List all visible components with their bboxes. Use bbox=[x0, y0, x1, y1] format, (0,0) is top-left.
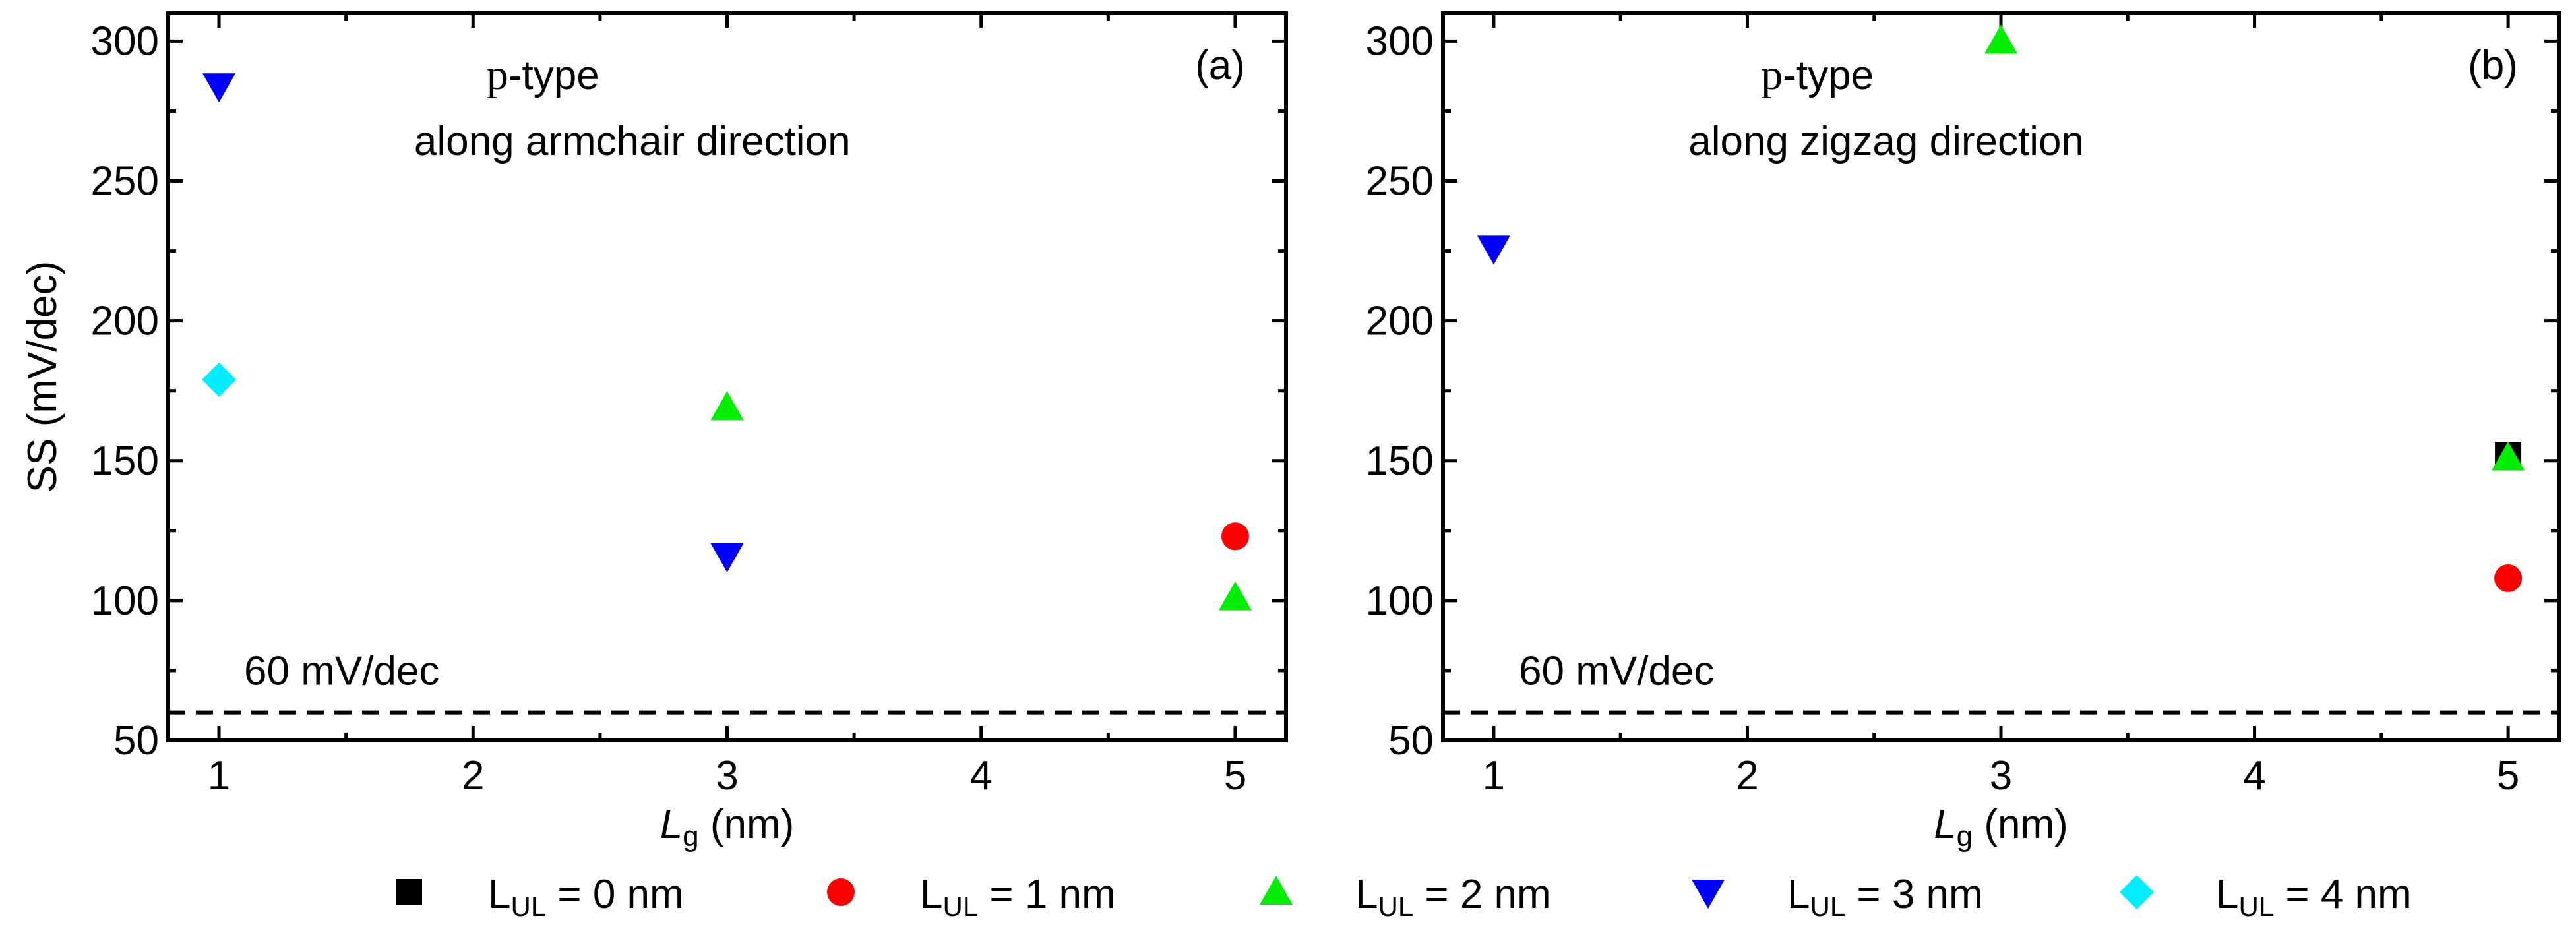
series-2 bbox=[710, 391, 1252, 611]
panel-label: (a) bbox=[1195, 43, 1245, 88]
data-point bbox=[1984, 24, 2017, 54]
y-axis: 50 100 150 200 250 300 bbox=[91, 18, 1286, 764]
legend-label-subscript: UL bbox=[2238, 891, 2274, 922]
legend-item: LUL = 1 nm bbox=[827, 872, 1116, 922]
data-point bbox=[710, 543, 744, 573]
y-tick-label: 300 bbox=[1366, 18, 1434, 64]
legend-label-main: L bbox=[1355, 872, 1378, 917]
legend-marker bbox=[1692, 880, 1725, 909]
annotation-direction: along armchair direction bbox=[414, 119, 851, 164]
annotation-type-rest: -type bbox=[508, 53, 599, 98]
legend-label-text: = 1 nm bbox=[978, 872, 1116, 917]
legend-label: LUL = 0 nm bbox=[488, 872, 684, 922]
data-point bbox=[2494, 564, 2523, 592]
data-point bbox=[1218, 581, 1252, 611]
legend-label-main: L bbox=[488, 872, 510, 917]
legend-label-main: L bbox=[920, 872, 942, 917]
y-axis: 50 100 150 200 250 300 bbox=[1366, 18, 2559, 764]
legend-item: LUL = 2 nm bbox=[1260, 872, 1551, 922]
y-tick-label: 150 bbox=[91, 438, 159, 484]
legend-label: LUL = 4 nm bbox=[2216, 872, 2412, 922]
y-tick-label: 250 bbox=[1366, 159, 1434, 204]
legend-label: LUL = 3 nm bbox=[1787, 872, 1983, 922]
panel-a: 1 2 3 4 5 50 100 150 200 250 300 Lg (nm) SS (mV/dec)… bbox=[20, 11, 1288, 853]
x-tick-label: 3 bbox=[1990, 753, 2012, 798]
x-axis-label-unit: (nm) bbox=[1973, 802, 2068, 847]
y-tick-label: 150 bbox=[1366, 438, 1434, 484]
legend-label-text: = 0 nm bbox=[546, 872, 684, 917]
legend-item: LUL = 0 nm bbox=[396, 872, 684, 922]
legend-label-subscript: UL bbox=[1810, 891, 1845, 922]
y-tick-label: 50 bbox=[1388, 718, 1434, 764]
x-axis: 1 2 3 4 5 bbox=[208, 13, 1246, 798]
x-axis-label-subscript: g bbox=[683, 820, 698, 853]
y-tick-label: 300 bbox=[91, 18, 159, 64]
legend-label-text: = 2 nm bbox=[1413, 872, 1551, 917]
legend-marker bbox=[1260, 876, 1293, 905]
legend: LUL = 0 nm LUL = 1 nm LUL = 2 nm LUL = 3 nm… bbox=[396, 872, 2412, 922]
reference-line-label: 60 mV/dec bbox=[1519, 649, 1714, 694]
x-tick-label: 4 bbox=[2243, 753, 2265, 798]
legend-label: LUL = 2 nm bbox=[1355, 872, 1551, 922]
annotation-type-letter: p bbox=[487, 51, 508, 99]
legend-item: LUL = 3 nm bbox=[1692, 872, 1983, 922]
x-tick-label: 4 bbox=[969, 753, 992, 798]
x-axis-label-main: L bbox=[660, 802, 683, 847]
data-point bbox=[1221, 522, 1249, 551]
series-4 bbox=[202, 362, 237, 397]
panel-label: (b) bbox=[2468, 43, 2518, 88]
x-tick-label: 5 bbox=[2497, 753, 2519, 798]
annotation-type: p-type bbox=[1761, 51, 1874, 99]
data-point bbox=[202, 362, 237, 397]
series-3 bbox=[1477, 235, 1510, 265]
x-tick-label: 3 bbox=[716, 753, 738, 798]
x-tick-label: 5 bbox=[1224, 753, 1246, 798]
legend-marker bbox=[396, 879, 422, 905]
y-tick-label: 200 bbox=[91, 299, 159, 344]
x-axis-label-subscript: g bbox=[1957, 820, 1973, 853]
legend-label-text: = 3 nm bbox=[1845, 872, 1983, 917]
legend-marker bbox=[2120, 875, 2154, 909]
x-tick-label: 2 bbox=[462, 753, 484, 798]
x-axis-label: Lg (nm) bbox=[1934, 802, 2068, 853]
y-axis-label: SS (mV/dec) bbox=[20, 261, 65, 493]
legend-item: LUL = 4 nm bbox=[2120, 872, 2412, 922]
x-tick-label: 2 bbox=[1736, 753, 1758, 798]
legend-marker bbox=[827, 878, 855, 906]
legend-label-main: L bbox=[2216, 872, 2238, 917]
series-1 bbox=[2494, 564, 2523, 592]
annotation-direction: along zigzag direction bbox=[1688, 119, 2084, 164]
annotation-type-rest: -type bbox=[1783, 53, 1874, 98]
series-3 bbox=[202, 73, 744, 573]
data-point bbox=[202, 73, 236, 103]
x-axis-label-main: L bbox=[1934, 802, 1956, 847]
legend-label-subscript: UL bbox=[1378, 891, 1413, 922]
x-axis-label-unit: (nm) bbox=[699, 802, 795, 847]
legend-label-subscript: UL bbox=[942, 891, 978, 922]
x-tick-label: 1 bbox=[208, 753, 230, 798]
series-2 bbox=[1984, 24, 2525, 471]
x-axis: 1 2 3 4 5 bbox=[1483, 13, 2519, 798]
annotation-type-letter: p bbox=[1761, 51, 1783, 99]
y-tick-label: 100 bbox=[91, 578, 159, 624]
legend-label: LUL = 1 nm bbox=[920, 872, 1116, 922]
annotation-type: p-type bbox=[487, 51, 599, 99]
legend-label-main: L bbox=[1787, 872, 1810, 917]
data-point bbox=[2492, 441, 2525, 471]
reference-line-label: 60 mV/dec bbox=[244, 649, 439, 694]
y-tick-label: 200 bbox=[1366, 299, 1434, 344]
panel-b: 1 2 3 4 5 50 100 150 200 250 300 Lg (nm) 60 mV/dec (b… bbox=[1366, 11, 2561, 853]
legend-label-subscript: UL bbox=[510, 891, 546, 922]
legend-label-text: = 4 nm bbox=[2274, 872, 2412, 917]
x-axis-label: Lg (nm) bbox=[660, 802, 795, 853]
data-point bbox=[710, 391, 744, 421]
x-tick-label: 1 bbox=[1483, 753, 1505, 798]
y-tick-label: 250 bbox=[91, 159, 159, 204]
data-point bbox=[1477, 235, 1510, 265]
y-tick-label: 50 bbox=[113, 718, 159, 764]
y-tick-label: 100 bbox=[1366, 578, 1434, 624]
series-1 bbox=[1221, 522, 1249, 551]
